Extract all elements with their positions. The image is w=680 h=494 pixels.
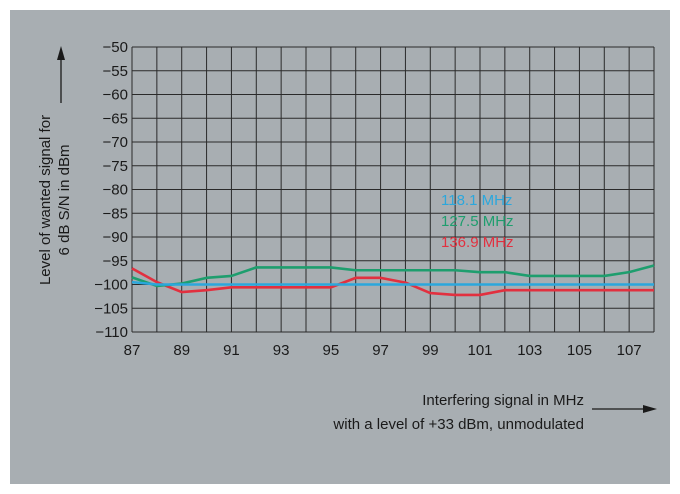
- y-tick-label: −100: [94, 277, 128, 294]
- series-line-127-5-mhz: [131, 264, 655, 288]
- series-lines: [131, 264, 655, 297]
- y-tick-label: −105: [94, 300, 128, 317]
- y-tick-label: −80: [103, 182, 128, 199]
- y-tick-label: −70: [103, 134, 128, 151]
- y-axis-label-line1: Level of wanted signal for: [37, 115, 54, 285]
- y-axis-label: Level of wanted signal for 6 dB S/N in d…: [37, 115, 73, 285]
- y-tick-label: −75: [103, 158, 128, 175]
- x-tick-label: 87: [124, 342, 141, 359]
- chart-background: [10, 10, 670, 484]
- legend-entry: 118.1 MHz: [441, 192, 512, 209]
- y-tick-label: −90: [103, 229, 128, 246]
- x-axis-arrow-icon: [592, 405, 657, 413]
- x-tick-label: 101: [467, 342, 492, 359]
- tick-labels: −50 −55 −60 −65 −70 −75 −80 −85 −90 −95 −100 −105 −1…: [94, 39, 641, 359]
- y-axis-arrow-icon: [57, 46, 65, 103]
- y-tick-label: −60: [103, 87, 128, 104]
- x-tick-label: 107: [617, 342, 642, 359]
- x-tick-label: 89: [173, 342, 190, 359]
- legend-entry: 127.5 MHz: [441, 213, 514, 230]
- y-tick-label: −55: [103, 63, 128, 80]
- y-tick-label: −85: [103, 205, 128, 222]
- y-axis-label-line2: 6 dB S/N in dBm: [56, 145, 73, 256]
- y-tick-label: −65: [103, 110, 128, 127]
- y-tick-label: −95: [103, 253, 128, 270]
- legend-entry: 136.9 MHz: [441, 234, 514, 251]
- x-tick-label: 103: [517, 342, 542, 359]
- y-tick-label: −50: [103, 39, 128, 56]
- x-tick-label: 97: [372, 342, 389, 359]
- x-tick-label: 105: [567, 342, 592, 359]
- series-line-118-1-mhz: [131, 280, 654, 286]
- y-tick-label: −110: [95, 324, 128, 341]
- x-axis-label-line1: Interfering signal in MHz: [422, 392, 584, 409]
- x-axis-label-line2: with a level of +33 dBm, unmodulated: [332, 416, 584, 433]
- x-tick-label: 91: [223, 342, 240, 359]
- legend: 118.1 MHz 127.5 MHz 136.9 MHz: [441, 192, 514, 251]
- x-tick-label: 99: [422, 342, 439, 359]
- x-axis-label: Interfering signal in MHz with a level o…: [332, 392, 584, 433]
- series-line-136-9-mhz: [131, 267, 654, 297]
- x-tick-label: 95: [323, 342, 340, 359]
- x-tick-label: 93: [273, 342, 290, 359]
